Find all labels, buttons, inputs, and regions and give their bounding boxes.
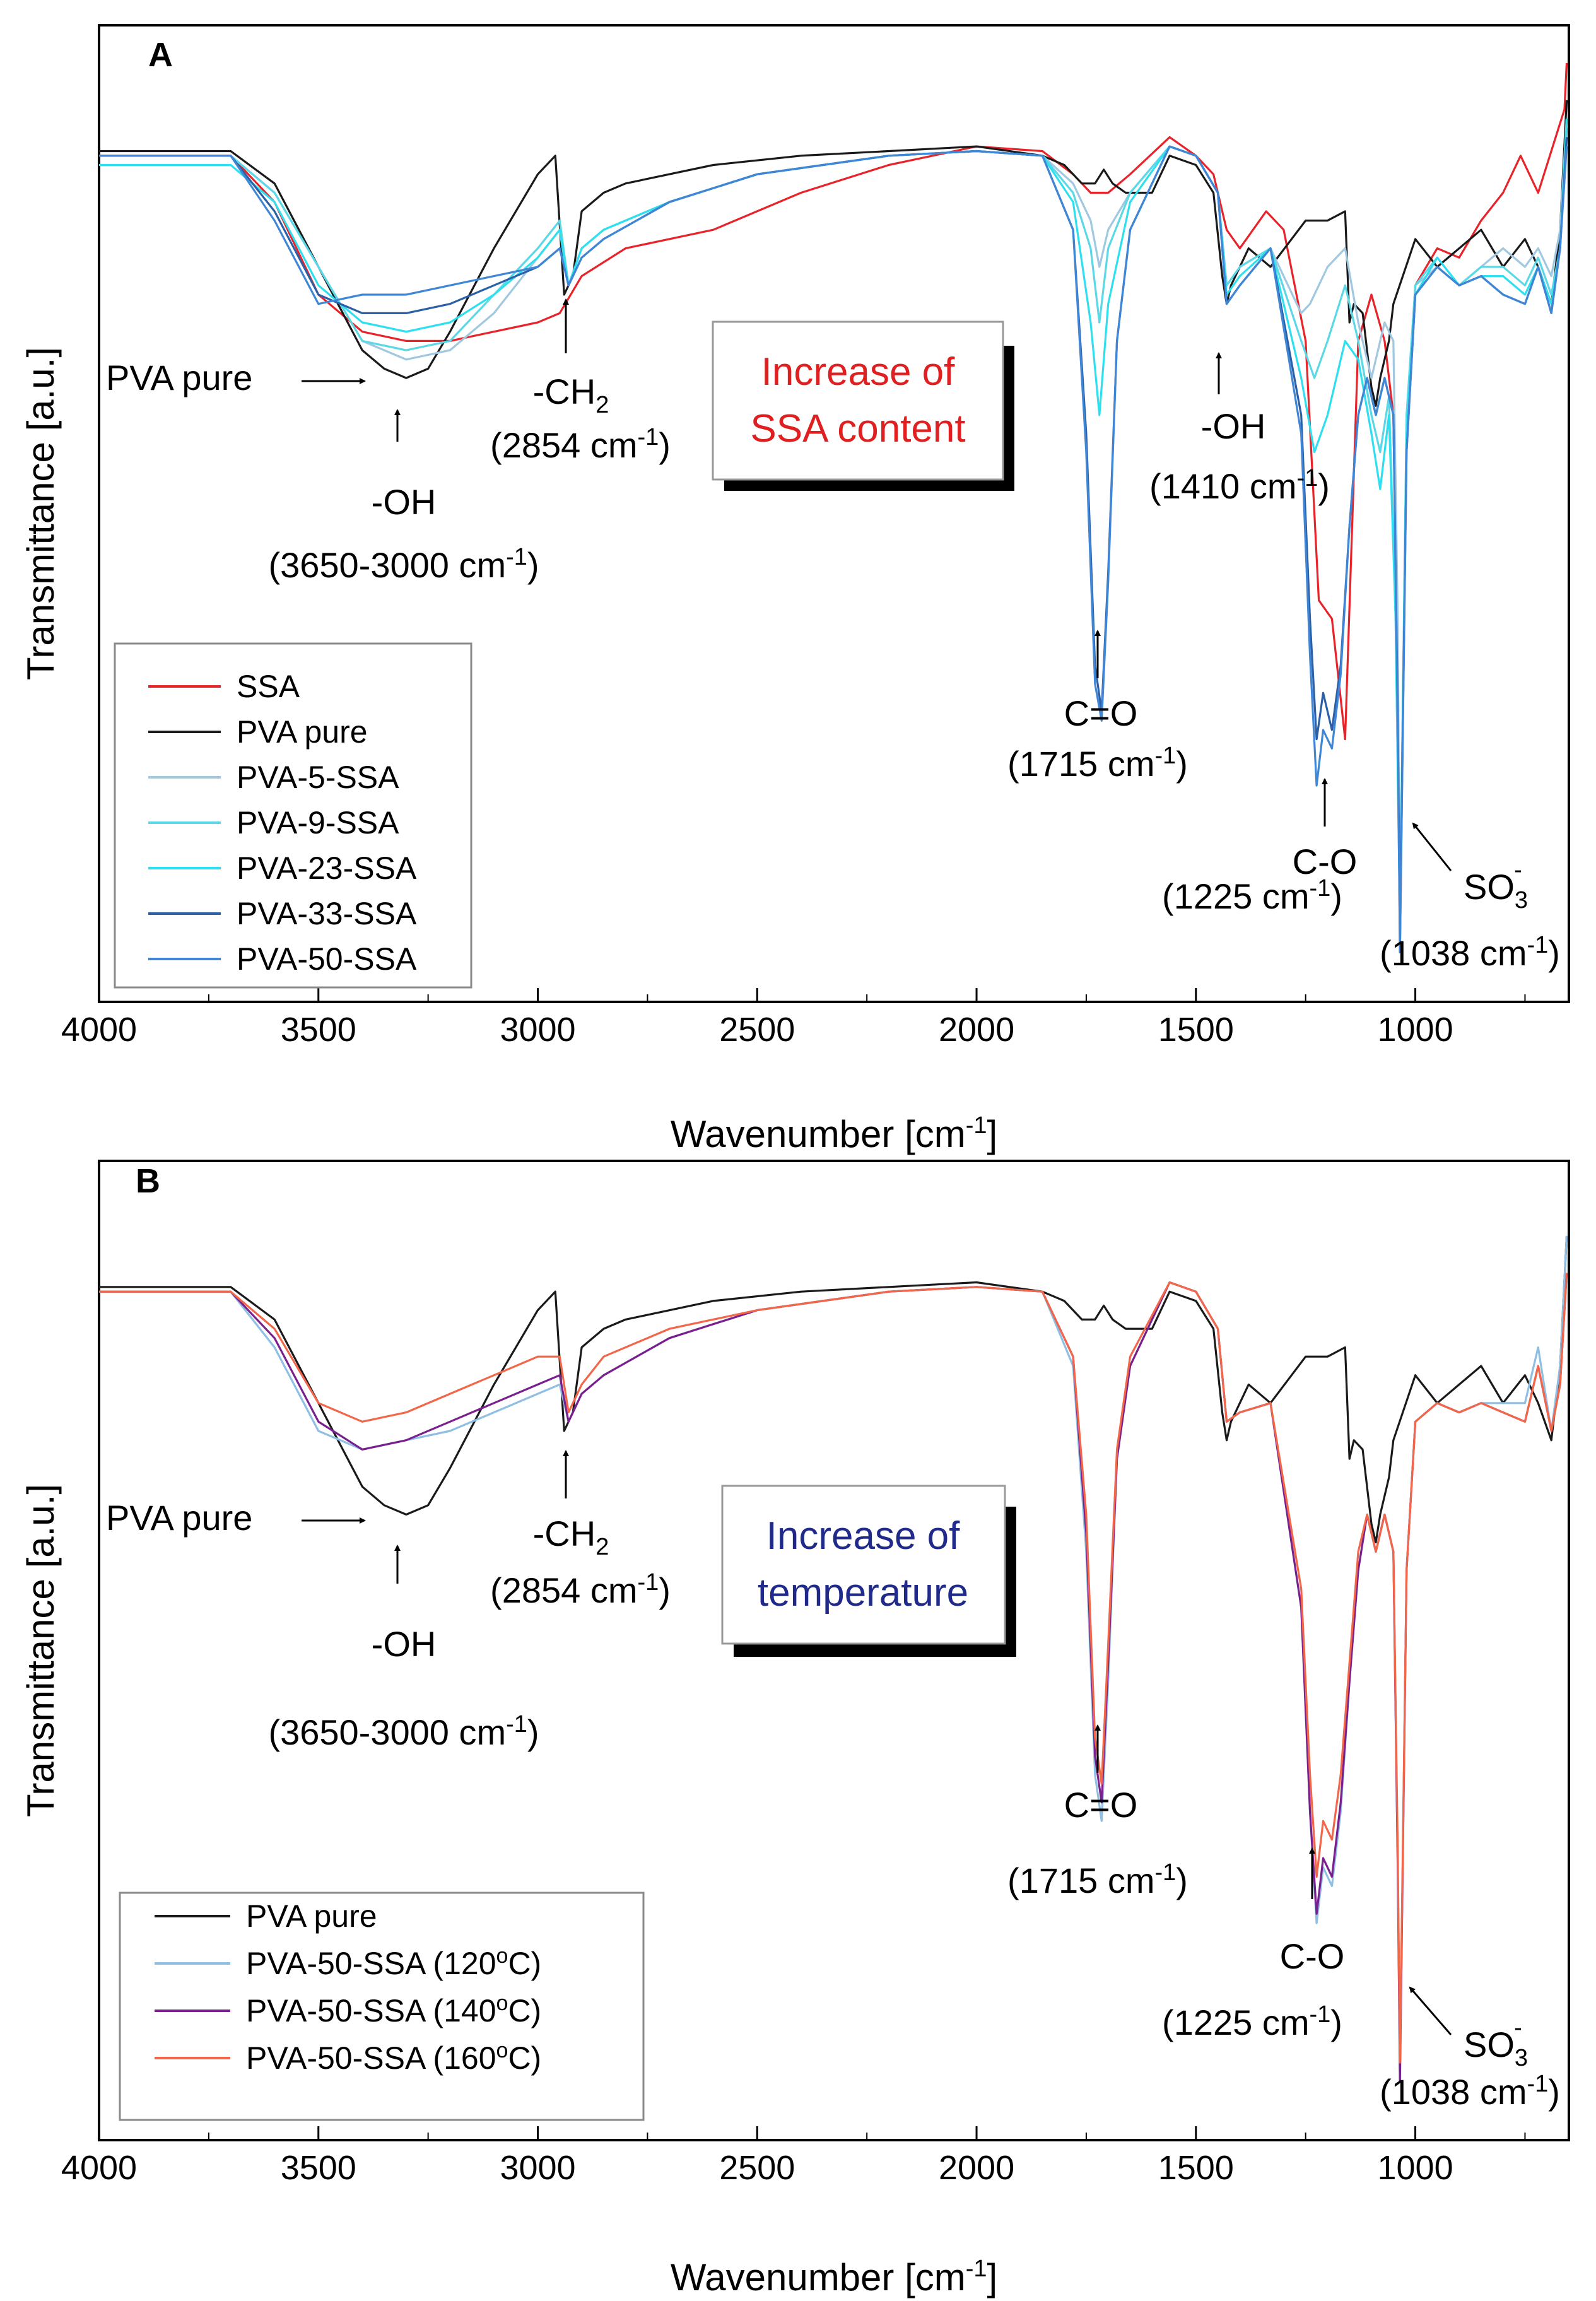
so3-label: SO3- [1464, 2015, 1528, 2071]
so3-range: (1038 cm-1) [1380, 932, 1560, 973]
panel-label: A [148, 36, 173, 74]
pva-pure-label: PVA pure [106, 358, 252, 397]
oh-label: -OH [372, 482, 437, 522]
panel-label: B [136, 1162, 160, 1200]
callout-box [712, 321, 1004, 481]
panel-a: 4000 3500 3000 2500 2000 1500 1000 A Transmitt… [20, 24, 1570, 1155]
so3-arrow [1412, 822, 1452, 871]
x-tick-label: 2000 [939, 2149, 1014, 2187]
x-tick-label: 2500 [719, 1011, 795, 1049]
series-layer [99, 1235, 1568, 2082]
x-tick-label: 2000 [939, 1011, 1014, 1049]
legend-label: PVA-50-SSA (160oC) [246, 2039, 541, 2076]
so3-label: SO3- [1464, 857, 1528, 914]
ch2-label: -CH2 [533, 372, 609, 418]
co-double-range: (1715 cm-1) [1007, 1859, 1188, 1900]
plot-frame [98, 24, 1570, 1003]
ch2-range: (2854 cm-1) [490, 1569, 671, 1610]
series-pva-50-ssa-160oc [99, 1273, 1568, 2064]
x-tick-label: 1000 [1377, 1011, 1453, 1049]
y-axis-label: Transmittance [a.u.] [20, 347, 62, 680]
co-double-range: (1715 cm-1) [1007, 743, 1188, 784]
co-single-label: C-O [1280, 1936, 1345, 1976]
callout-line1: Increase of [766, 1514, 961, 1558]
legend: PVA pure PVA-50-SSA (120oC) PVA-50-SSA (14… [155, 1898, 541, 2076]
x-tick-label: 1500 [1158, 2149, 1234, 2187]
x-tick-label: 2500 [719, 2149, 795, 2187]
ch2-range: (2854 cm-1) [490, 424, 671, 465]
legend-box [119, 1892, 645, 2121]
x-tick-label: 3500 [281, 2149, 356, 2187]
legend: SSA PVA pure PVA-5-SSA PVA-9-SSA PVA-23-SSA P… [148, 669, 417, 977]
x-axis-label: Wavenumber [cm-1] [671, 1112, 997, 1155]
oh2-label: -OH [1201, 406, 1266, 446]
panel-b: 4000 3500 3000 2500 2000 1500 1000 B Transmitt… [20, 1160, 1570, 2298]
series-ssa [99, 62, 1568, 953]
co-single-range: (1225 cm-1) [1162, 875, 1342, 916]
co-double-label: C=O [1064, 1785, 1138, 1825]
ch2-label: -CH2 [533, 1514, 609, 1560]
legend-label: PVA-50-SSA [237, 941, 417, 977]
y-axis-label: Transmittance [a.u.] [20, 1484, 62, 1817]
legend-box [114, 642, 472, 989]
x-tick-label: 3500 [281, 1011, 356, 1049]
oh-range: (3650-3000 cm-1) [268, 544, 539, 585]
co-single-label: C-O [1293, 842, 1358, 881]
x-ticks: 4000 3500 3000 2500 2000 1500 1000 [61, 988, 1526, 1049]
plot-frame [98, 1160, 1570, 2141]
oh-range: (3650-3000 cm-1) [268, 1711, 539, 1752]
oh2-range: (1410 cm-1) [1149, 465, 1330, 506]
series-layer [99, 62, 1568, 953]
so3-arrow [1409, 1986, 1452, 2035]
legend-label: PVA-9-SSA [237, 805, 399, 840]
series-pva-pure [99, 100, 1568, 407]
legend-label: PVA pure [237, 714, 368, 750]
series-pva-pure [99, 1235, 1568, 1544]
legend-label: PVA-5-SSA [237, 760, 399, 795]
x-ticks: 4000 3500 3000 2500 2000 1500 1000 [61, 2126, 1526, 2187]
x-tick-label: 1500 [1158, 1011, 1234, 1049]
oh-label: -OH [372, 1624, 437, 1664]
callout-line1: Increase of [761, 350, 956, 394]
x-tick-label: 4000 [61, 2149, 137, 2187]
x-tick-label: 4000 [61, 1011, 137, 1049]
pva-pure-label: PVA pure [106, 1498, 252, 1538]
co-double-label: C=O [1064, 693, 1138, 733]
x-tick-label: 1000 [1377, 2149, 1453, 2187]
legend-label: PVA-50-SSA (140oC) [246, 1991, 541, 2028]
legend-label: SSA [237, 669, 300, 704]
callout-box [721, 1485, 1006, 1645]
legend-label: PVA-33-SSA [237, 896, 417, 931]
callout-line2: SSA content [750, 407, 965, 450]
x-axis-label: Wavenumber [cm-1] [671, 2256, 997, 2298]
series-pva-50-ssa [99, 145, 1568, 953]
so3-range: (1038 cm-1) [1380, 2071, 1560, 2112]
x-tick-label: 3000 [500, 1011, 575, 1049]
x-tick-label: 3000 [500, 2149, 575, 2187]
legend-label: PVA pure [246, 1898, 377, 1934]
co-single-range: (1225 cm-1) [1162, 2001, 1342, 2042]
legend-label: PVA-50-SSA (120oC) [246, 1944, 541, 1981]
callout-line2: temperature [758, 1571, 968, 1615]
legend-label: PVA-23-SSA [237, 850, 417, 886]
